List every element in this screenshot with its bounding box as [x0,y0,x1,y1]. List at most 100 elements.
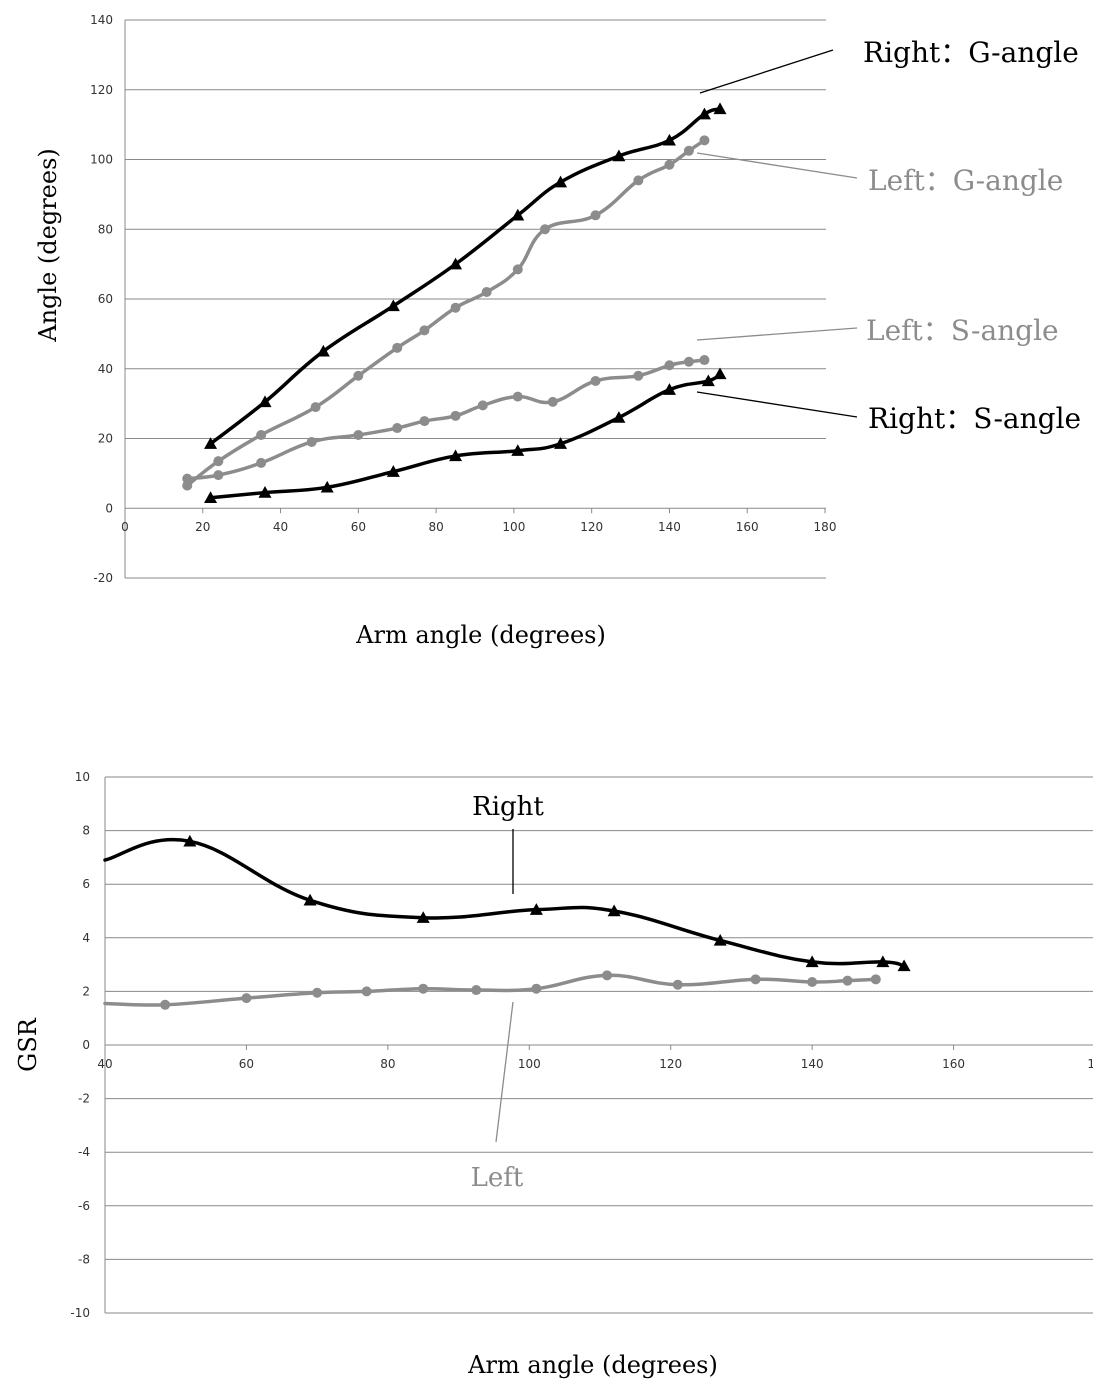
data-point-right_g [386,299,400,312]
data-point-right [805,955,819,968]
data-point-left_s [256,457,267,468]
x-tick-label: 0 [121,520,129,534]
annotation-arrow-left-g [696,152,858,179]
top-chart-y-axis-title: Angle (degrees) [34,148,62,343]
x-tick-label: 18 [1087,1057,1093,1071]
data-point-right_g [697,107,711,120]
data-point-left_s [633,370,644,381]
y-tick-label: -8 [78,1252,90,1266]
top-chart-y-tick-labels: 140 120 100 80 60 40 20 0 -20 [90,13,113,585]
data-point-left_g [450,302,461,313]
data-point-left_s [213,470,224,481]
x-tick-label: 140 [801,1057,824,1071]
y-tick-label: 60 [98,292,113,306]
data-point-right_s [449,449,463,462]
bottom-chart-x-tick-labels: 40 60 80 100 120 140 160 18 [97,1057,1093,1071]
data-point-right [416,911,430,923]
data-point-left_s [419,416,430,427]
data-point-left_s [450,410,461,421]
x-tick-label: 20 [195,520,210,534]
y-tick-label: 40 [98,362,113,376]
y-tick-label: -2 [78,1092,90,1106]
data-point-left_g [481,287,492,298]
x-tick-label: 120 [580,520,603,534]
data-point-left_s [683,356,694,367]
data-point-left_s [392,423,403,434]
data-point-left [672,979,683,990]
data-point-left_s [512,391,523,402]
data-point-right_g [316,344,330,357]
y-tick-label: -4 [78,1145,90,1159]
data-point-left_g [182,480,193,491]
bottom-chart-x-axis-title: Arm angle (degrees) [467,1351,718,1379]
top-chart-x-axis-title: Arm angle (degrees) [355,621,606,649]
data-point-right [897,959,911,972]
data-point-left_g [310,402,321,413]
data-point-right_s [320,480,334,493]
series-line-right_s [208,372,722,500]
data-point-left [361,986,372,997]
data-point-left_g [256,430,267,441]
x-tick-label: 80 [428,520,443,534]
data-point-left_g [683,145,694,156]
data-point-right_s [612,411,626,423]
annotation-arrow-left-s [696,327,858,341]
top-chart-x-tick-labels: 0 20 40 60 80 100 120 140 160 180 [121,520,836,534]
data-point-left_g [512,264,523,275]
data-point-left_s [590,375,601,386]
series-line-left_g [185,138,707,488]
data-point-left [471,985,482,996]
data-point-left [531,983,542,994]
data-point-left [312,987,323,998]
data-point-right_g [662,133,676,146]
data-point-right [303,893,317,906]
x-tick-label: 140 [658,520,681,534]
data-point-right [607,904,621,917]
data-point-left_g [633,175,644,186]
data-point-left [842,975,853,986]
data-point-right_s [511,444,525,456]
data-point-left [750,974,761,985]
data-point-right_s [258,486,272,498]
x-tick-label: 60 [351,520,366,534]
data-point-left_g [392,342,403,353]
bottom-chart-y-axis-title: GSR [14,1017,42,1072]
data-point-left [807,977,818,988]
series-line-right [103,838,906,968]
y-tick-label: 4 [82,931,90,945]
annotation-arrow-left [495,1001,514,1143]
data-point-right [529,903,543,915]
x-tick-label: 120 [659,1057,682,1071]
data-point-right_s [386,465,400,477]
data-point-right_s [713,367,727,380]
series-line-right_g [208,107,722,446]
y-tick-label: 0 [82,1038,90,1052]
data-point-left_g [664,159,675,170]
y-tick-label: -20 [93,571,113,585]
x-tick-label: 80 [380,1057,395,1071]
annotation-right-s-angle: Right：S-angle [868,402,1081,435]
x-tick-label: 40 [273,520,288,534]
x-tick-label: 100 [518,1057,541,1071]
bottom-chart-y-tick-labels: 10 8 6 4 2 0 -2 -4 -6 -8 -10 [70,770,90,1320]
annotation-left-g-angle: Left：G-angle [868,164,1063,197]
data-point-right_g [449,257,463,270]
y-tick-label: 100 [90,153,113,167]
y-tick-label: 80 [98,222,113,236]
bottom-chart-series [103,834,911,1010]
annotation-arrow-right-g [699,49,834,94]
top-chart-series [182,102,727,503]
y-tick-label: 2 [82,984,90,998]
y-tick-label: 20 [98,432,113,446]
data-point-left [241,993,252,1004]
data-point-left_g [213,456,224,467]
annotation-arrow-right-s [696,391,858,418]
data-point-right [713,933,727,946]
data-point-right_g [713,102,727,115]
data-point-left [418,983,429,994]
annotation-left: Left [471,1163,524,1193]
y-tick-label: 0 [105,501,113,515]
data-point-left_g [699,135,710,146]
